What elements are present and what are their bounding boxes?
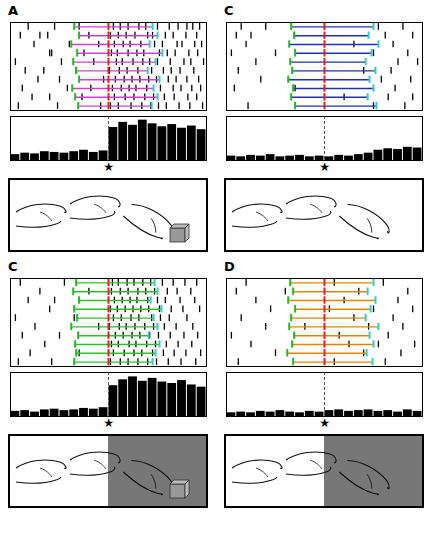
svg-text:★: ★	[103, 160, 114, 174]
html-text:A: A	[8, 3, 19, 18]
html-text:C: C	[224, 3, 234, 18]
html-text:C: C	[8, 259, 18, 274]
svg-text:★: ★	[319, 160, 330, 174]
svg-text:★: ★	[103, 416, 114, 430]
svg-text:★: ★	[319, 416, 330, 430]
html-text:D: D	[224, 259, 235, 274]
